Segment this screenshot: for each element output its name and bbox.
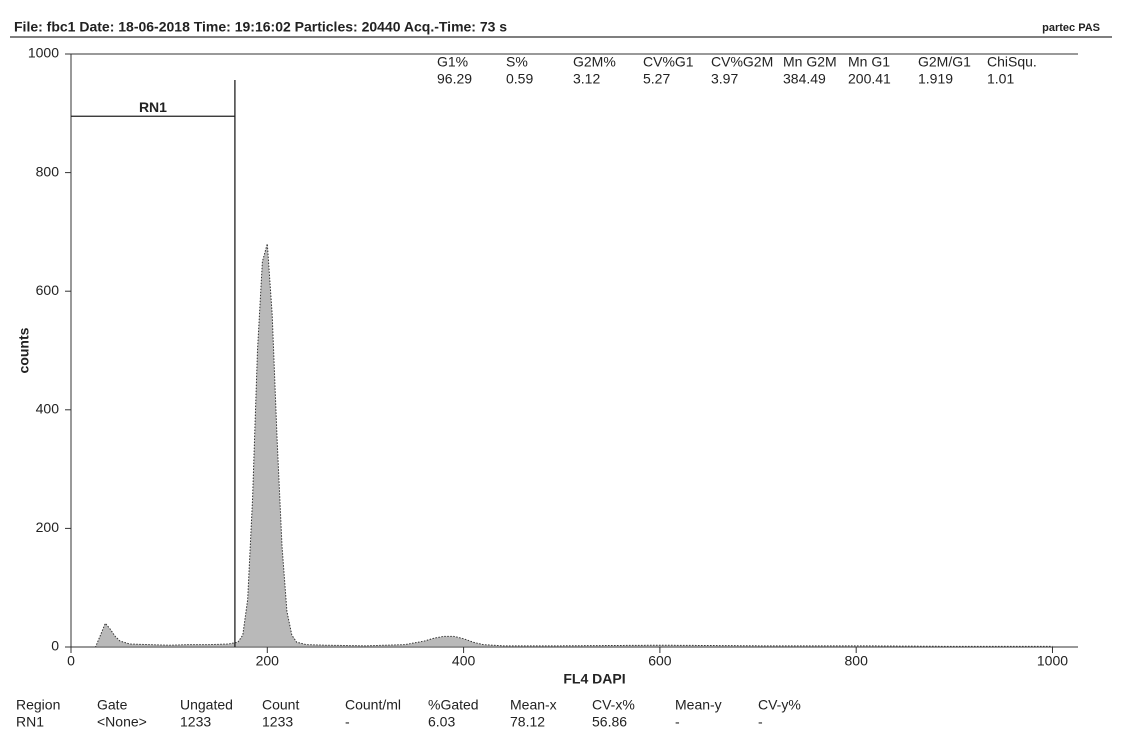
y-tick-label: 0 [51, 638, 59, 654]
table-cell: 56.86 [592, 714, 627, 730]
y-tick-label: 200 [36, 519, 60, 535]
region-label: RN1 [139, 99, 167, 115]
table-cell: - [345, 714, 350, 730]
x-tick-label: 1000 [1037, 653, 1068, 669]
table-cell: 1233 [262, 714, 293, 730]
stats-value: 200.41 [848, 71, 891, 87]
stats-header: Mn G2M [783, 54, 837, 70]
y-tick-label: 600 [36, 282, 60, 298]
stats-header: G1% [437, 54, 468, 70]
stats-value: 96.29 [437, 71, 472, 87]
stats-value: 5.27 [643, 71, 670, 87]
stats-value: 3.12 [573, 71, 600, 87]
y-tick-label: 400 [36, 401, 60, 417]
x-tick-label: 600 [648, 653, 672, 669]
stats-value: 1.919 [918, 71, 953, 87]
stats-header: CV%G1 [643, 54, 694, 70]
stats-header: Mn G1 [848, 54, 890, 70]
x-tick-label: 200 [256, 653, 280, 669]
brand: partec PAS [1042, 22, 1100, 34]
stats-value: 0.59 [506, 71, 533, 87]
table-header: Mean-x [510, 697, 557, 713]
y-tick-label: 1000 [28, 45, 59, 61]
table-cell: <None> [97, 714, 147, 730]
table-cell: - [675, 714, 680, 730]
y-axis-label: counts [16, 327, 32, 373]
table-header: Gate [97, 697, 128, 713]
stats-header: G2M% [573, 54, 616, 70]
table-cell: - [758, 714, 763, 730]
table-header: CV-y% [758, 697, 801, 713]
stats-header: CV%G2M [711, 54, 773, 70]
stats-header: ChiSqu. [987, 54, 1037, 70]
x-tick-label: 0 [67, 653, 75, 669]
stats-value: 3.97 [711, 71, 738, 87]
stats-header: G2M/G1 [918, 54, 971, 70]
table-header: Count/ml [345, 697, 401, 713]
stats-value: 1.01 [987, 71, 1014, 87]
table-header: Count [262, 697, 299, 713]
table-cell: 1233 [180, 714, 211, 730]
table-header: %Gated [428, 697, 479, 713]
x-axis-label: FL4 DAPI [563, 671, 625, 687]
stats-value: 384.49 [783, 71, 826, 87]
table-cell: 78.12 [510, 714, 545, 730]
histogram-line [71, 243, 1053, 648]
header-info: File: fbc1 Date: 18-06-2018 Time: 19:16:… [14, 19, 507, 35]
y-tick-label: 800 [36, 163, 60, 179]
x-tick-label: 400 [452, 653, 476, 669]
x-tick-label: 800 [845, 653, 869, 669]
histogram-area [71, 243, 1053, 647]
table-header: CV-x% [592, 697, 635, 713]
table-cell: RN1 [16, 714, 44, 730]
table-header: Region [16, 697, 60, 713]
stats-header: S% [506, 54, 528, 70]
table-header: Mean-y [675, 697, 722, 713]
table-cell: 6.03 [428, 714, 455, 730]
table-header: Ungated [180, 697, 233, 713]
